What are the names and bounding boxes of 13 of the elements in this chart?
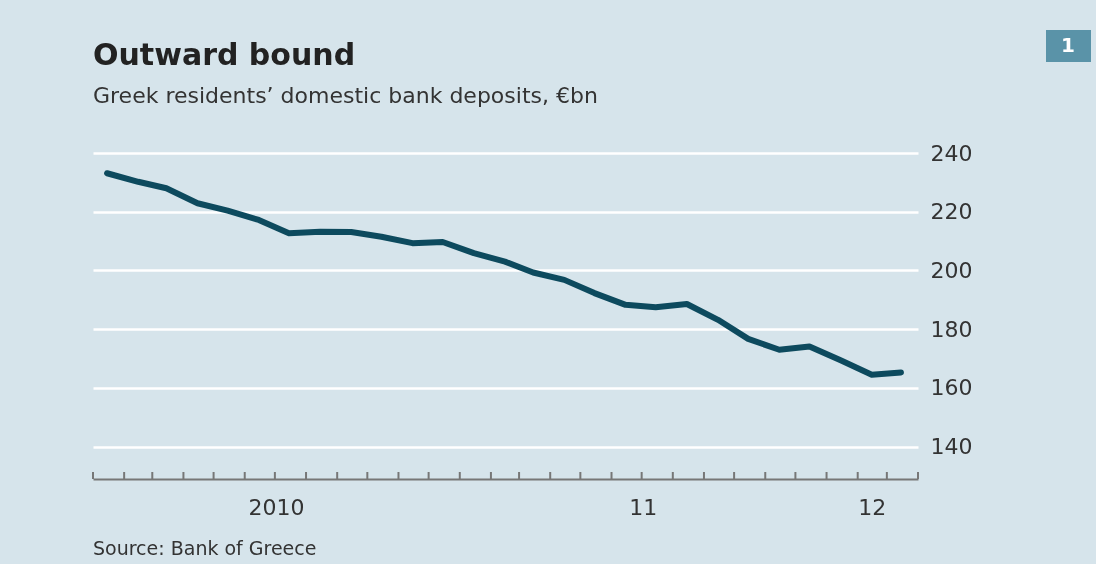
- y-tick-label: 160: [930, 375, 973, 401]
- chart-title: Outward bound: [93, 37, 356, 72]
- y-tick-label: 220: [930, 199, 973, 225]
- x-tick-label: 11: [629, 494, 658, 520]
- chart-subtitle: Greek residents’ domestic bank deposits, €bn: [93, 83, 598, 108]
- x-tick-label: 12: [858, 494, 887, 520]
- y-tick-label: 200: [930, 257, 973, 283]
- x-tick-label: 2010: [248, 494, 305, 520]
- y-tick-label: 140: [930, 434, 973, 460]
- text: 1: [1061, 33, 1075, 57]
- y-tick-label: 180: [930, 316, 973, 342]
- source-note: Source: Bank of Greece: [93, 537, 317, 559]
- y-tick-label: 240: [930, 140, 973, 166]
